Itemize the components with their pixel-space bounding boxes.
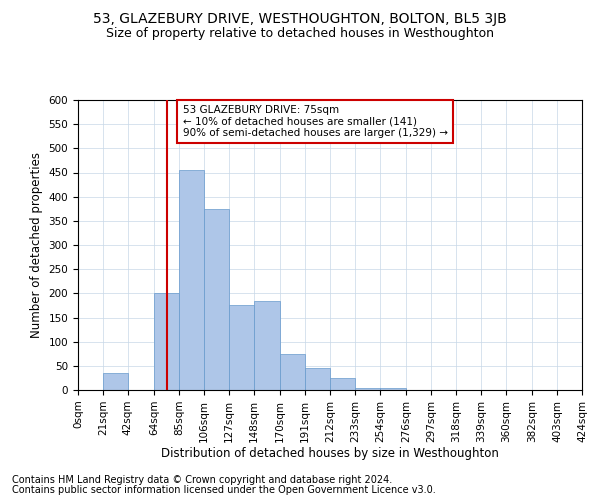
Text: 53, GLAZEBURY DRIVE, WESTHOUGHTON, BOLTON, BL5 3JB: 53, GLAZEBURY DRIVE, WESTHOUGHTON, BOLTO… [93,12,507,26]
Bar [330,378,355,390]
Text: 53 GLAZEBURY DRIVE: 75sqm
← 10% of detached houses are smaller (141)
90% of semi: 53 GLAZEBURY DRIVE: 75sqm ← 10% of detac… [182,105,448,138]
Bar [355,388,380,390]
Bar [229,306,254,390]
Text: Contains HM Land Registry data © Crown copyright and database right 2024.: Contains HM Land Registry data © Crown c… [12,475,392,485]
Bar [204,209,229,390]
Text: Size of property relative to detached houses in Westhoughton: Size of property relative to detached ho… [106,28,494,40]
Bar [103,373,128,390]
Bar [154,294,179,390]
Text: Contains public sector information licensed under the Open Government Licence v3: Contains public sector information licen… [12,485,436,495]
Bar [380,388,406,390]
X-axis label: Distribution of detached houses by size in Westhoughton: Distribution of detached houses by size … [161,448,499,460]
Y-axis label: Number of detached properties: Number of detached properties [30,152,43,338]
Bar [305,368,330,390]
Bar [179,170,204,390]
Bar [254,300,280,390]
Bar [280,354,305,390]
